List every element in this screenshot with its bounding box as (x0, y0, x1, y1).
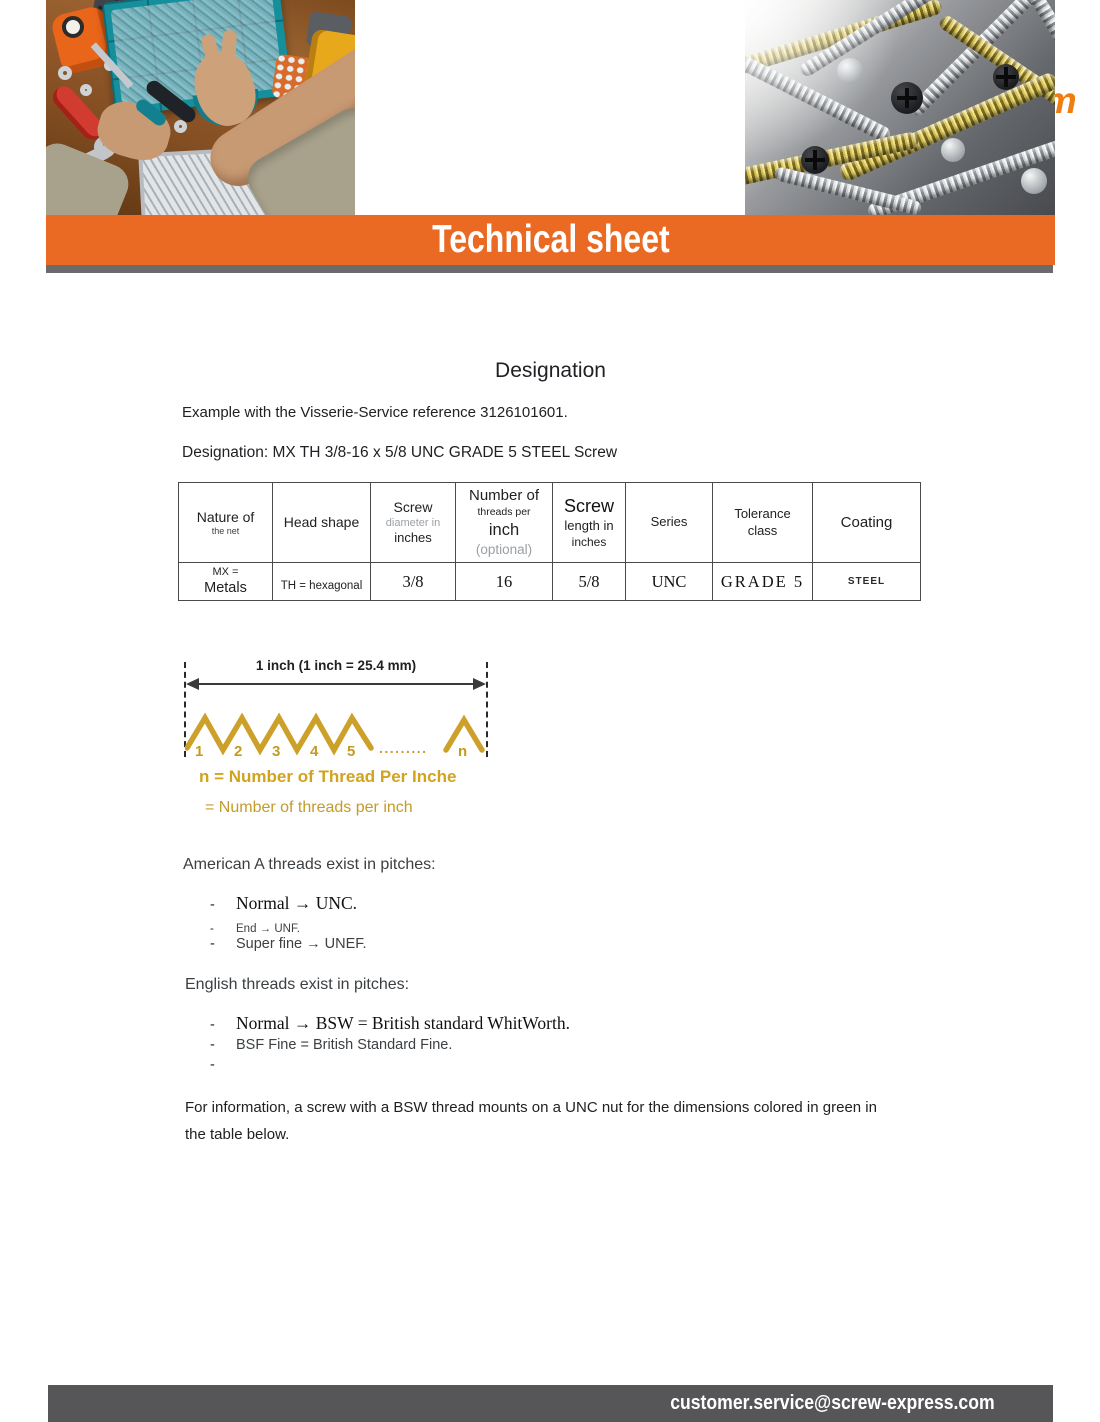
header-series: Series (625, 482, 713, 563)
screw-shape (907, 0, 1042, 119)
screw-shape (837, 70, 1055, 184)
footer-email: customer.service@screw-express.com (670, 1392, 995, 1414)
list-item: - BSF Fine = British Standard Fine. (210, 1037, 453, 1053)
threads-per-inch-subcaption: = Number of threads per inch (205, 799, 413, 816)
screw-head-icon (941, 138, 965, 162)
list-item: - End → UNF. (210, 923, 300, 935)
phillips-screw-head-icon (993, 64, 1019, 90)
screw-shape (936, 13, 1055, 118)
designation-table: Nature of the net Head shape Screw diame… (178, 482, 921, 602)
thread-number-n: n (458, 743, 467, 760)
footer-bar: customer.service@screw-express.com (48, 1385, 1053, 1422)
dash-marker: - (210, 936, 215, 952)
screw-shape (745, 55, 893, 144)
list-item: - Super fine → UNEF. (210, 936, 367, 952)
thread-number: 2 (234, 743, 242, 760)
dimension-extension-line (184, 662, 186, 757)
header-head-shape: Head shape (272, 482, 371, 563)
american-threads-heading: American A threads exist in pitches: (183, 856, 436, 873)
header-diameter: Screw diameter in inches (370, 482, 456, 563)
phillips-screw-head-icon (891, 82, 923, 114)
thread-zigzag-diagram: 1 2 3 4 5 ......... n (185, 712, 485, 760)
logo-zone: Screw-express.com (355, 0, 1077, 215)
value-series: UNC (625, 561, 713, 602)
english-threads-heading: English threads exist in pitches: (185, 976, 410, 993)
screw-shape (745, 130, 920, 191)
header-tolerance: Tolerance class (712, 482, 813, 563)
ellipsis-dots: ......... (379, 740, 428, 756)
value-coating: STEEL (812, 561, 921, 602)
value-length: 5/8 (552, 561, 626, 602)
header-threads-per-inch: Number of threads per inch (optional) (455, 482, 553, 563)
dash-marker: - (210, 923, 214, 935)
inch-dimension-label: 1 inch (1 inch = 25.4 mm) (255, 658, 417, 673)
thread-number: 4 (310, 743, 319, 760)
phillips-screw-head-icon (801, 146, 829, 174)
screw-shape (994, 0, 1055, 50)
value-diameter: 3/8 (370, 561, 456, 602)
designation-line: Designation: MX TH 3/8-16 x 5/8 UNC GRAD… (182, 444, 618, 461)
threads-per-inch-caption: n = Number of Thread Per Inche (199, 767, 457, 786)
washer-icon (174, 120, 187, 133)
tape-measure-core (62, 16, 84, 38)
dimension-extension-line (486, 662, 488, 757)
banner-title: Technical sheet (431, 218, 670, 261)
value-threads: 16 (455, 561, 553, 602)
screw-shape (798, 0, 971, 79)
screw-head-icon (1021, 168, 1047, 194)
dash-marker: - (210, 1037, 215, 1053)
value-nature: MX = Metals (178, 561, 273, 602)
value-tolerance: GRADE 5 (712, 561, 813, 602)
header-nature: Nature of the net (178, 482, 273, 563)
dash-marker: - (210, 1057, 215, 1073)
header-photo-screws (745, 0, 1055, 215)
dash-marker: - (210, 1017, 215, 1033)
header-coating: Coating (812, 482, 921, 563)
example-reference-line: Example with the Visserie-Service refere… (182, 404, 568, 421)
list-item: - (210, 1056, 236, 1074)
thread-number: 1 (195, 743, 203, 760)
screw-shape (745, 0, 944, 79)
page-title: Designation (495, 359, 606, 382)
header-length: Screw length in inches (552, 482, 626, 563)
washer-icon (80, 84, 92, 96)
info-paragraph: For information, a screw with a BSW thre… (185, 1099, 877, 1143)
title-banner: Technical sheet (46, 215, 1055, 265)
table-header-row: Nature of the net Head shape Screw diame… (178, 482, 921, 563)
screw-head-icon (837, 58, 863, 84)
list-item: - Normal → UNC. (210, 893, 358, 913)
screw-shape (866, 139, 1055, 215)
dash-marker: - (210, 897, 215, 913)
header-photo-workbench (46, 0, 355, 215)
thread-number: 5 (347, 743, 355, 760)
list-item: - Normal → BSW = British standard WhitWor… (210, 1013, 570, 1033)
finger-shape (220, 29, 238, 65)
washer-icon (58, 66, 72, 80)
table-value-row: MX = Metals TH = hexagonal 3/8 16 5/8 UN… (178, 561, 921, 602)
thread-number: 3 (272, 743, 280, 760)
value-head-shape: TH = hexagonal (272, 561, 371, 602)
dimension-arrow (186, 678, 486, 690)
banner-underline-strip (46, 265, 1053, 273)
screw-shape (773, 166, 923, 215)
